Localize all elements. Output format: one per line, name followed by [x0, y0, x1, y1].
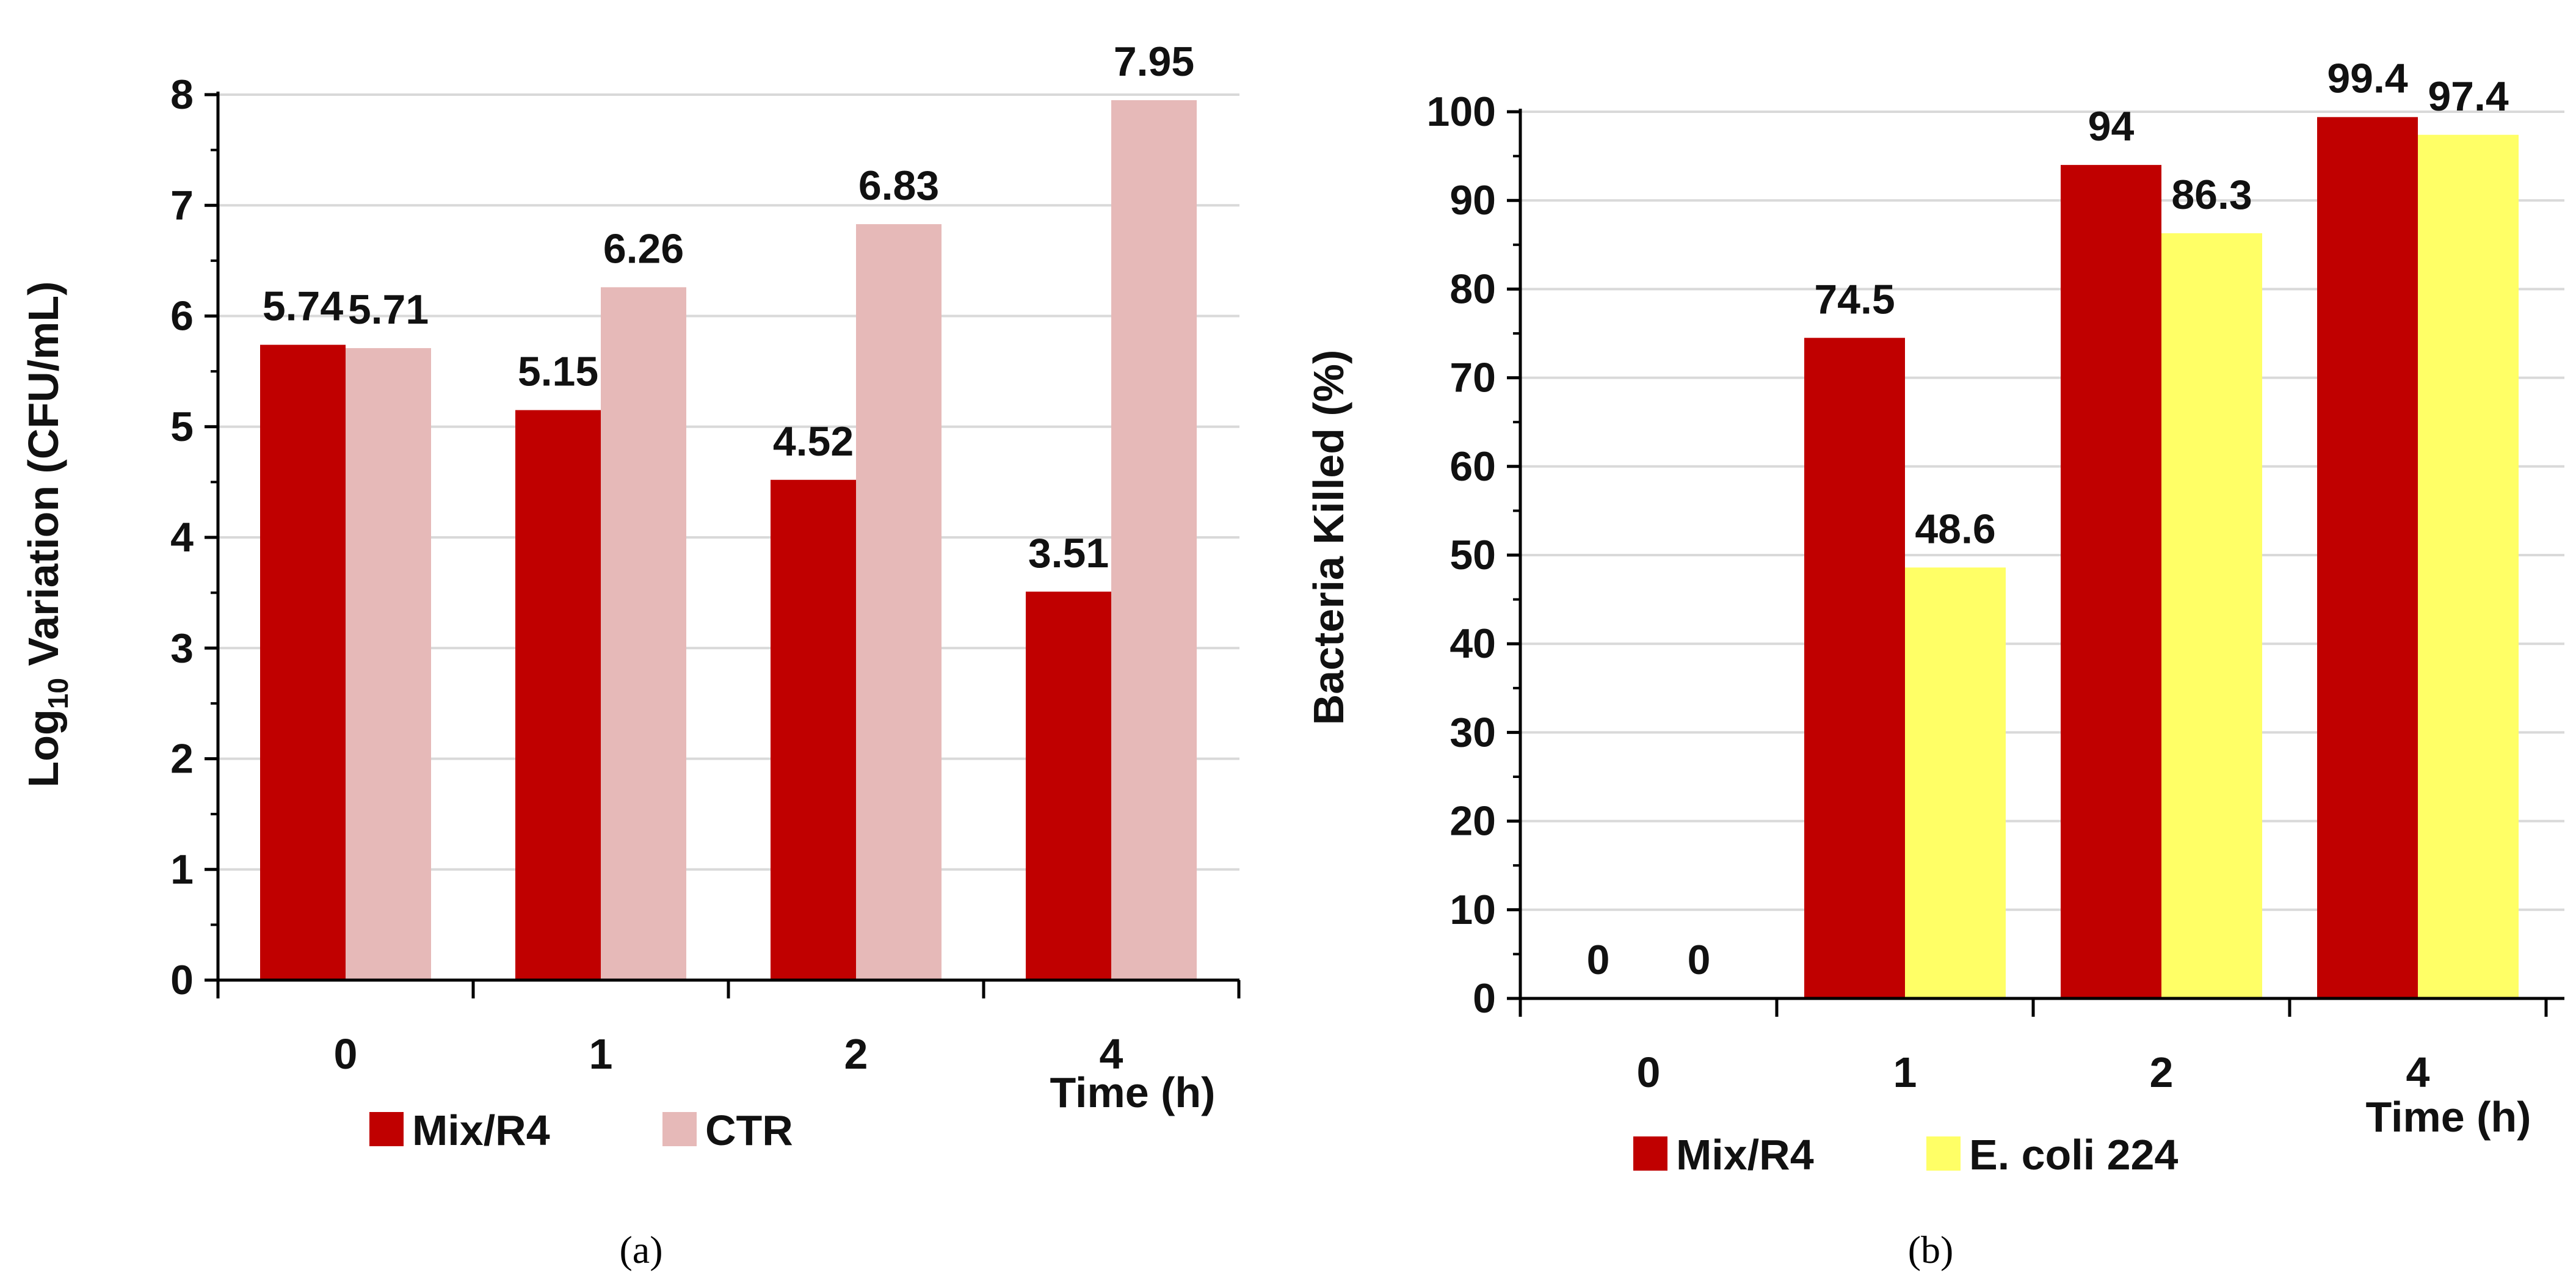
chart-b-x-tick-labels: 0 1 2 4: [1637, 1049, 2430, 1096]
chart-a-legend: Mix/R4 CTR: [369, 1107, 793, 1154]
data-label: 3.51: [1028, 530, 1109, 576]
chart-a: 0 1 2 3 4 5 6 7 8 0 1 2 4 5.74 5.15 4.52 3.51 5.71 6.26 6…: [20, 38, 1241, 1271]
data-label: 5.74: [263, 283, 344, 330]
y-tick-label: 2: [170, 736, 194, 782]
legend-label: E. coli 224: [1969, 1131, 2178, 1179]
y-tick-label: 3: [170, 625, 194, 671]
data-label: 5.15: [518, 349, 598, 395]
y-tick-label: 100: [1427, 89, 1496, 135]
bar-b-s1-2: [2161, 233, 2262, 998]
y-tick-label: 4: [170, 514, 194, 561]
y-tick-label: 5: [170, 404, 194, 450]
x-tick-label: 0: [1637, 1049, 1661, 1096]
y-tick-label: 70: [1449, 355, 1496, 401]
x-tick-label: 4: [1100, 1030, 1123, 1078]
bar-b-s0-4: [2317, 117, 2418, 998]
bar-a-s0-2: [771, 479, 856, 980]
y-tick-label: 20: [1449, 798, 1496, 845]
chart-b-y-axis-label: Bacteria Killed (%): [1305, 350, 1352, 725]
legend-label: Mix/R4: [412, 1107, 550, 1154]
legend-swatch: [369, 1112, 404, 1146]
y-tick-label: 7: [170, 182, 194, 228]
chart-a-data-labels: 5.74 5.15 4.52 3.51 5.71 6.26 6.83 7.95: [263, 38, 1194, 576]
chart-b-axes: [1507, 109, 2564, 1017]
legend-swatch: [662, 1112, 697, 1146]
bar-b-s1-1: [1905, 567, 2006, 998]
chart-a-panel-label: (a): [619, 1228, 662, 1271]
chart-b-legend: Mix/R4 E. coli 224: [1633, 1131, 2178, 1179]
x-tick-label: 4: [2406, 1049, 2430, 1096]
chart-b-data-labels: 0 74.5 94 99.4 0 48.6 86.3 97.4: [1587, 56, 2509, 983]
chart-a-y-tick-labels: 0 1 2 3 4 5 6 7 8: [170, 71, 194, 1003]
chart-a-x-tick-labels: 0 1 2 4: [334, 1030, 1123, 1078]
data-label: 97.4: [2428, 73, 2509, 120]
y-tick-label: 30: [1449, 709, 1496, 755]
chart-b-panel-label: (b): [1908, 1228, 1954, 1271]
data-label: 6.83: [858, 162, 939, 209]
legend-swatch: [1926, 1136, 1961, 1171]
data-label: 4.52: [773, 418, 854, 465]
x-tick-label: 1: [1893, 1049, 1917, 1096]
x-tick-label: 0: [334, 1030, 358, 1078]
data-label: 99.4: [2327, 56, 2408, 102]
legend-label: CTR: [705, 1107, 793, 1154]
y-tick-label: 60: [1449, 443, 1496, 490]
data-label: 94: [2088, 103, 2135, 150]
bar-a-s0-0: [260, 344, 346, 980]
chart-a-y-axis-label: Log10 Variation (CFU/mL): [20, 282, 74, 788]
data-label: 7.95: [1114, 38, 1194, 85]
y-tick-label: 0: [1473, 975, 1496, 1022]
chart-a-bars: [260, 100, 1197, 980]
data-label: 86.3: [2171, 172, 2252, 218]
bar-b-s0-1: [1804, 338, 1905, 998]
bar-a-s1-2: [856, 224, 942, 980]
y-tick-label: 8: [170, 71, 194, 118]
bar-b-s1-4: [2418, 134, 2519, 999]
bar-a-s0-1: [515, 410, 601, 980]
data-label: 0: [1587, 937, 1610, 983]
chart-b-bars: [1804, 117, 2519, 999]
chart-a-axes: [205, 92, 1241, 998]
data-label: 5.71: [348, 286, 429, 333]
data-label: 6.26: [603, 225, 684, 272]
y-tick-label: 6: [170, 293, 194, 340]
y-tick-label: 80: [1449, 266, 1496, 312]
legend-swatch: [1633, 1136, 1667, 1171]
y-tick-label: 40: [1449, 620, 1496, 667]
y-tick-label: 90: [1449, 177, 1496, 224]
chart-a-x-axis-label: Time (h): [1050, 1069, 1216, 1116]
y-tick-label: 1: [170, 846, 194, 893]
data-label: 0: [1688, 937, 1711, 983]
y-tick-label: 0: [170, 957, 194, 1003]
bar-a-s1-0: [346, 348, 431, 980]
y-tick-label: 50: [1449, 532, 1496, 578]
x-tick-label: 1: [589, 1030, 613, 1078]
bar-a-s1-4: [1111, 100, 1197, 980]
data-label: 74.5: [1814, 276, 1895, 322]
y-tick-label: 10: [1449, 887, 1496, 933]
bar-a-s0-4: [1026, 591, 1111, 980]
bar-b-s0-2: [2061, 165, 2161, 998]
x-tick-label: 2: [844, 1030, 868, 1078]
bar-a-s1-1: [601, 287, 686, 980]
legend-label: Mix/R4: [1676, 1131, 1814, 1179]
x-tick-label: 2: [2150, 1049, 2174, 1096]
data-label: 48.6: [1915, 506, 1995, 552]
chart-b-x-axis-label: Time (h): [2366, 1093, 2531, 1141]
chart-b-y-tick-labels: 0 10 20 30 40 50 60 70 80 90 100: [1427, 89, 1496, 1022]
